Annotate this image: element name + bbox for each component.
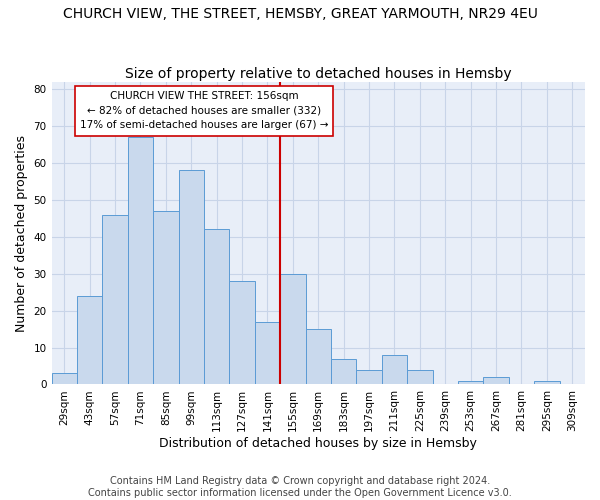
Text: CHURCH VIEW THE STREET: 156sqm
← 82% of detached houses are smaller (332)
17% of: CHURCH VIEW THE STREET: 156sqm ← 82% of …	[80, 91, 328, 130]
Bar	[128, 137, 153, 384]
Bar	[407, 370, 433, 384]
Bar	[484, 377, 509, 384]
Title: Size of property relative to detached houses in Hemsby: Size of property relative to detached ho…	[125, 66, 512, 80]
Bar	[331, 358, 356, 384]
Bar	[179, 170, 204, 384]
Text: CHURCH VIEW, THE STREET, HEMSBY, GREAT YARMOUTH, NR29 4EU: CHURCH VIEW, THE STREET, HEMSBY, GREAT Y…	[62, 8, 538, 22]
Bar	[382, 355, 407, 384]
Bar	[534, 381, 560, 384]
Bar	[255, 322, 280, 384]
Bar	[153, 211, 179, 384]
Bar	[229, 281, 255, 384]
Bar	[77, 296, 103, 384]
Y-axis label: Number of detached properties: Number of detached properties	[15, 134, 28, 332]
Bar	[458, 381, 484, 384]
Bar	[204, 230, 229, 384]
Bar	[356, 370, 382, 384]
Bar	[280, 274, 305, 384]
Text: Contains HM Land Registry data © Crown copyright and database right 2024.
Contai: Contains HM Land Registry data © Crown c…	[88, 476, 512, 498]
Bar	[52, 374, 77, 384]
Bar	[305, 329, 331, 384]
Bar	[103, 214, 128, 384]
X-axis label: Distribution of detached houses by size in Hemsby: Distribution of detached houses by size …	[160, 437, 477, 450]
